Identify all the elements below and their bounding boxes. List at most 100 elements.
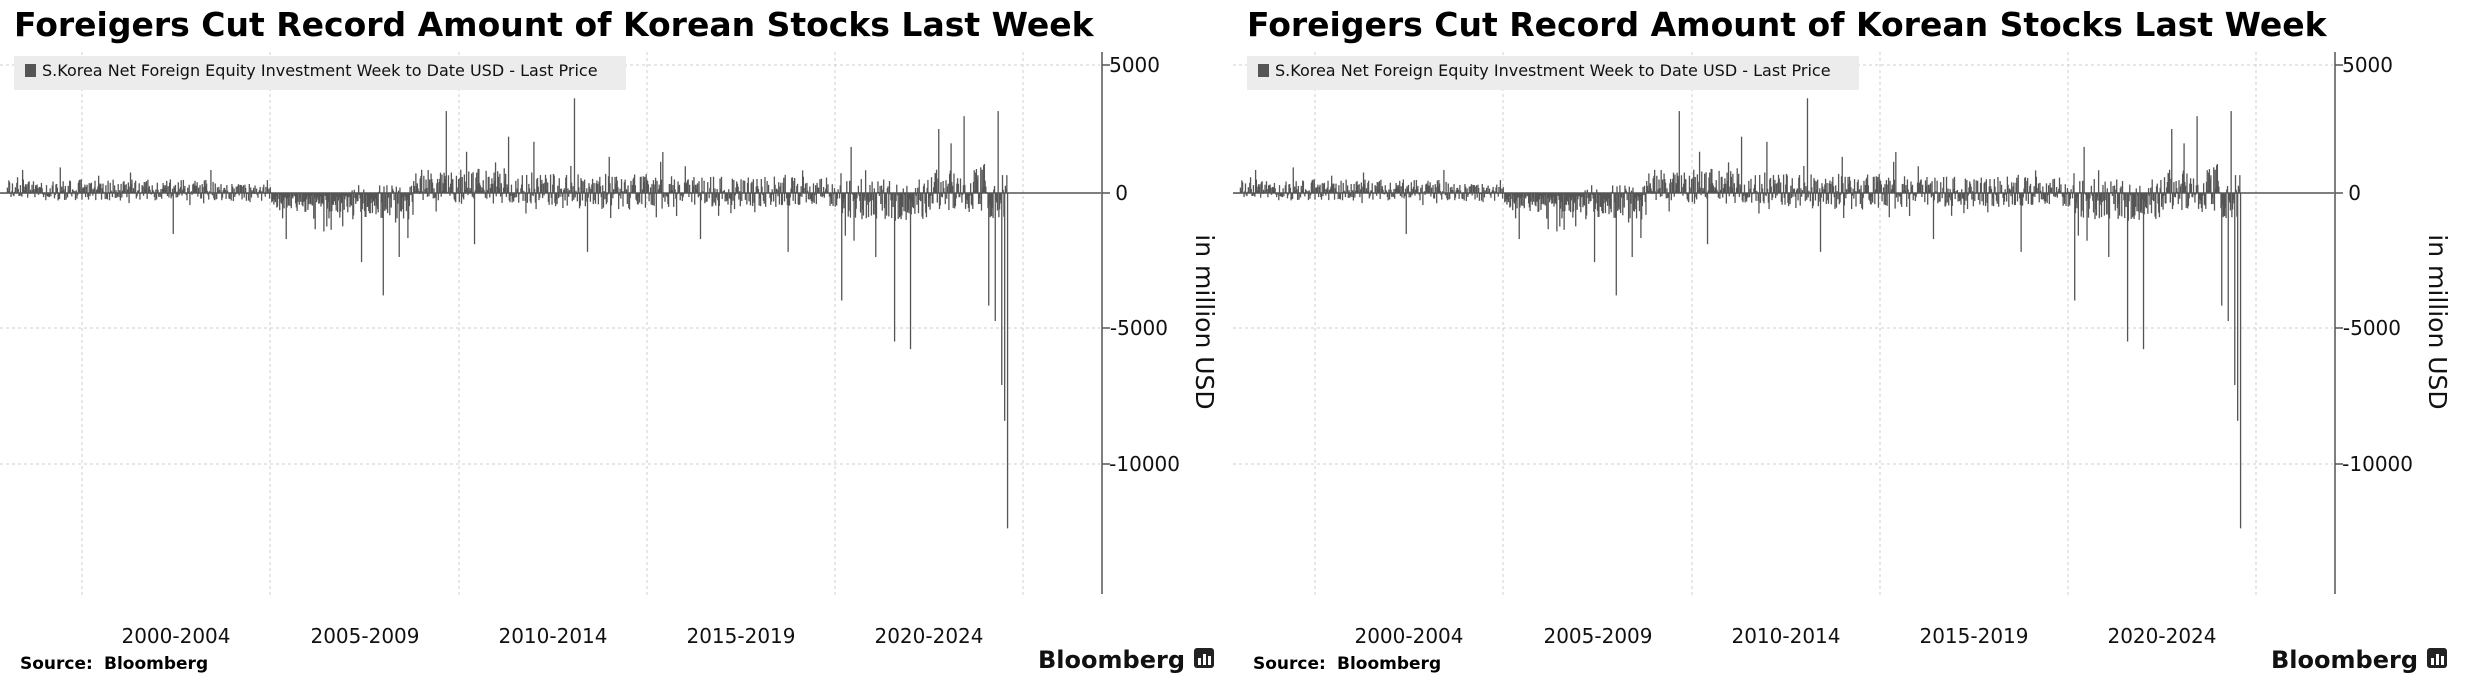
chart-bar [705, 193, 707, 202]
chart-bar [1685, 179, 1687, 193]
chart-bar [1335, 183, 1337, 193]
chart-bar [1523, 193, 1525, 209]
chart-bar [1774, 179, 1776, 193]
chart-bar [642, 176, 644, 193]
chart-bar [1995, 193, 1997, 195]
chart-bar [948, 193, 950, 211]
chart-bar [2097, 170, 2100, 193]
chart-bar [1812, 193, 1814, 206]
chart-bar [1437, 186, 1439, 193]
chart-bar [666, 193, 668, 197]
chart-bar [547, 182, 549, 193]
chart-bar [177, 182, 179, 193]
chart-bar [1769, 179, 1771, 193]
chart-bar [1644, 193, 1646, 202]
chart-bar [914, 188, 917, 193]
chart-bar [499, 193, 502, 197]
chart-bar [2035, 176, 2037, 193]
chart-bar [1784, 193, 1786, 205]
chart-bar [1863, 180, 1865, 193]
chart-bar [287, 193, 290, 206]
chart-bar [355, 193, 357, 204]
chart-bar [2030, 193, 2032, 205]
chart-bar [1625, 190, 1628, 193]
chart-bar [801, 193, 803, 197]
chart-bar [263, 184, 265, 193]
chart-bar [1971, 191, 1974, 193]
chart-bar [328, 193, 330, 219]
chart-bar [867, 193, 870, 218]
chart-bar [2187, 193, 2190, 207]
chart-bar [538, 193, 540, 201]
chart-bar [288, 193, 290, 198]
chart-bar [2163, 193, 2165, 196]
chart-bar [1950, 193, 1953, 216]
chart-bar [589, 186, 591, 193]
chart-bar [2087, 193, 2090, 218]
chart-bar [1743, 184, 1746, 193]
chart-bar [1587, 193, 1589, 199]
chart-bar [759, 193, 761, 199]
chart-bar [686, 180, 689, 193]
chart-bar [748, 193, 750, 202]
chart-bar [313, 193, 316, 199]
chart-bar [896, 193, 899, 196]
chart-bar [1990, 186, 1992, 193]
chart-bar [2108, 193, 2110, 257]
chart-bar [2237, 185, 2240, 193]
chart-bar [1744, 193, 1746, 203]
chart-bar [1317, 193, 1320, 198]
chart-bar [1827, 193, 1830, 204]
chart-bar [1663, 173, 1665, 193]
chart-bar [1932, 193, 1935, 240]
chart-bar [1495, 187, 1497, 193]
chart-bar [145, 182, 147, 193]
chart-bar [2117, 193, 2119, 219]
chart-bar [237, 186, 239, 193]
chart-bar [521, 175, 523, 193]
chart-bar [116, 193, 119, 197]
chart-bar [418, 190, 420, 193]
chart-bar [536, 179, 538, 193]
chart-bar [562, 190, 565, 193]
chart-bar [933, 181, 936, 193]
chart-bar [1605, 193, 1607, 202]
chart-bar [772, 193, 774, 195]
chart-bar [905, 193, 907, 220]
chart-bar [827, 184, 829, 193]
chart-bar [155, 193, 158, 200]
chart-bar [1805, 186, 1807, 193]
chart-bar [45, 193, 47, 201]
chart-bar [884, 193, 886, 219]
chart-bar [1488, 188, 1491, 193]
chart-bar [1885, 193, 1887, 206]
chart-bar [712, 176, 715, 193]
chart-bar [1999, 181, 2001, 193]
chart-bar [121, 190, 124, 193]
chart-bar [1654, 191, 1657, 193]
chart-bar [489, 188, 492, 193]
chart-bar [2189, 178, 2192, 193]
chart-bar [166, 180, 168, 193]
chart-bar [62, 181, 64, 193]
chart-bar [1590, 193, 1592, 202]
chart-bar [1767, 193, 1770, 203]
chart-bar [444, 175, 446, 193]
chart-bar [1400, 186, 1402, 193]
chart-bar [555, 193, 558, 201]
chart-bar [2017, 174, 2019, 193]
chart-bar [1446, 193, 1448, 199]
chart-bar [1493, 193, 1496, 201]
chart-bar [168, 182, 171, 193]
chart-bar [1793, 188, 1796, 193]
chart-bar [179, 186, 182, 193]
chart-bar [1817, 193, 1819, 207]
chart-bar [1795, 193, 1797, 209]
chart-bar [597, 193, 600, 205]
chart-bar [1815, 181, 1817, 193]
chart-bar [687, 179, 689, 193]
chart-bar [1268, 185, 1271, 193]
chart-bar [1420, 191, 1423, 193]
chart-bar [1420, 187, 1422, 193]
chart-bar [541, 193, 544, 199]
